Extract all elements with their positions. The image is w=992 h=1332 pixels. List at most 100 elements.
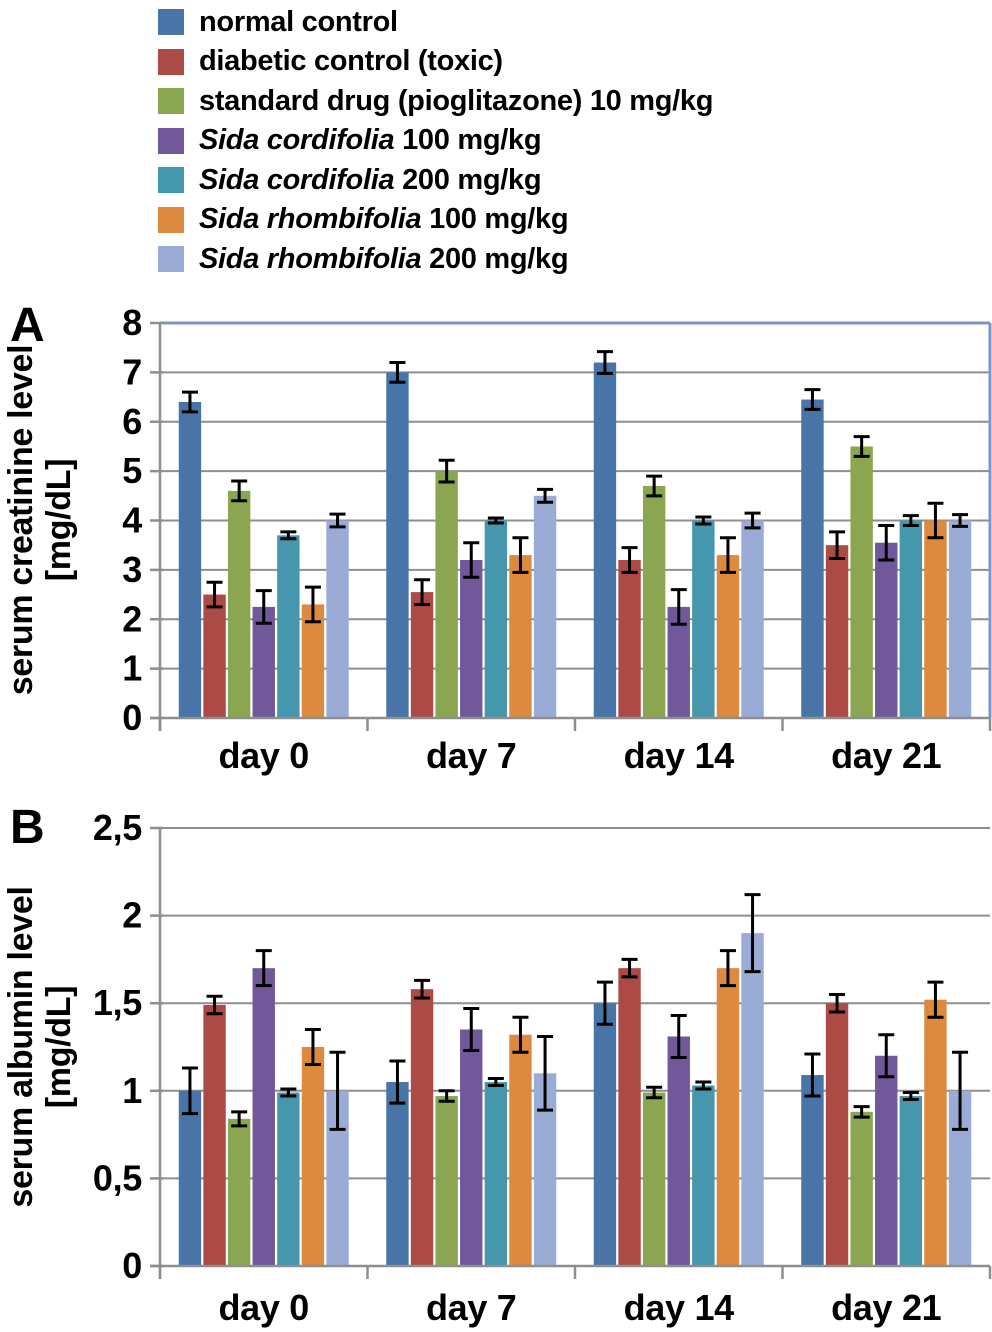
bar	[716, 555, 740, 718]
chart-serum-creatinine: serum creatinine level [mg/dL] 0 1 2 3 4 5 6 7 8…	[2, 302, 992, 776]
y-tick-label: 8	[122, 302, 142, 343]
plot-area-b: 0 0,5 1 1,5 2 2,5 day 0 day 7 day 14 day 21	[93, 807, 992, 1328]
legend-label: Sida cordifolia 100 mg/kg	[199, 124, 542, 157]
bar	[410, 989, 434, 1266]
error-bar	[804, 388, 821, 411]
bar	[460, 1029, 483, 1266]
bar	[178, 402, 202, 718]
legend-swatch-green	[158, 88, 184, 114]
legend: normal control diabetic control (toxic) …	[158, 6, 713, 285]
error-bar	[280, 530, 297, 541]
bar	[178, 1090, 202, 1266]
error-bar	[304, 585, 321, 624]
bar	[875, 542, 898, 718]
error-bar	[255, 589, 272, 625]
error-bar	[487, 516, 504, 525]
error-bar	[853, 1105, 870, 1119]
error-bar	[414, 978, 431, 1000]
bar	[924, 520, 947, 718]
bar	[667, 606, 690, 718]
bar	[326, 1090, 349, 1266]
y-tick-label: 1	[122, 648, 142, 689]
error-bar	[438, 458, 455, 484]
error-bar	[414, 578, 431, 606]
error-bar	[902, 1091, 919, 1102]
bar	[386, 1082, 409, 1266]
error-bar	[902, 514, 919, 527]
legend-swatch-lightblue	[158, 246, 184, 272]
bar	[410, 592, 434, 718]
bar	[252, 968, 275, 1266]
error-bar	[695, 1080, 712, 1091]
legend-label: Sida rhombifolia 200 mg/kg	[199, 243, 569, 276]
x-category-label: day 21	[831, 735, 942, 776]
bar	[203, 1004, 226, 1266]
x-category-label: day 0	[218, 1287, 309, 1328]
legend-item-sida-cordifolia-200: Sida cordifolia 200 mg/kg	[158, 163, 713, 197]
error-bar	[621, 957, 638, 979]
legend-label: normal control	[199, 6, 398, 39]
bar	[533, 495, 557, 718]
legend-item-sida-cordifolia-100: Sida cordifolia 100 mg/kg	[158, 124, 713, 157]
error-bar	[596, 350, 613, 375]
error-bar	[389, 361, 406, 384]
y-tick-label: 1,5	[93, 982, 142, 1023]
error-bar	[206, 580, 223, 609]
bar	[533, 1073, 557, 1266]
bar	[203, 594, 226, 718]
legend-label: Sida rhombifolia 100 mg/kg	[199, 203, 569, 236]
legend-label-text: diabetic control (toxic)	[199, 45, 503, 77]
error-bar	[744, 893, 761, 974]
error-bar	[829, 530, 846, 561]
x-category-label: day 0	[218, 735, 309, 776]
error-bar	[670, 1013, 687, 1060]
legend-label: diabetic control (toxic)	[199, 45, 503, 78]
bar	[667, 1036, 690, 1266]
bar	[875, 1055, 898, 1266]
error-bar	[537, 1034, 554, 1112]
legend-label: Sida cordifolia 200 mg/kg	[199, 163, 542, 197]
y-tick-label: 3	[122, 549, 142, 590]
chart-serum-albumin: serum albumin level [mg/dL] 0 0,5 1 1,5 2 2,5…	[2, 807, 992, 1328]
y-tick-label: 2	[122, 895, 142, 936]
legend-swatch-red	[158, 48, 184, 75]
y-tick-label: 5	[122, 450, 142, 491]
error-bar	[695, 515, 712, 526]
legend-label-italic: Sida rhombifolia	[199, 203, 422, 235]
error-bar	[463, 1006, 480, 1053]
y-axis-title-line-1: serum creatinine level	[2, 345, 40, 696]
error-bar	[646, 1085, 663, 1100]
bar	[435, 1096, 458, 1266]
error-bar	[878, 1033, 895, 1079]
bar	[924, 999, 947, 1266]
error-bar	[181, 1066, 198, 1116]
panel-label-a: A	[10, 299, 45, 352]
bar	[801, 399, 824, 718]
bar	[484, 1082, 508, 1266]
bar	[227, 1118, 251, 1266]
error-bar	[206, 994, 223, 1016]
legend-label-text: normal control	[199, 5, 398, 38]
bar	[850, 1111, 873, 1266]
panel-label-b: B	[10, 801, 45, 854]
legend-label: standard drug (pioglitazone) 10 mg/kg	[199, 85, 713, 118]
bar	[948, 1090, 972, 1266]
x-category-label: day 14	[624, 735, 735, 776]
error-bar	[512, 1015, 529, 1054]
error-bar	[438, 1089, 455, 1103]
error-bar	[231, 479, 248, 503]
error-bar	[304, 1027, 321, 1067]
legend-label-italic: Sida cordifolia	[199, 163, 395, 196]
bar	[741, 520, 764, 718]
bar	[460, 560, 483, 718]
legend-swatch-purple	[158, 127, 184, 154]
legend-swatch-orange	[158, 206, 184, 233]
error-bar	[181, 390, 198, 414]
y-tick-label: 0	[122, 1245, 142, 1286]
legend-label-text: 100 mg/kg	[394, 124, 542, 156]
error-bar	[512, 536, 529, 574]
bar	[741, 933, 764, 1266]
bar	[509, 1034, 532, 1266]
bar	[899, 1096, 923, 1266]
y-tick-label: 2	[122, 598, 142, 639]
